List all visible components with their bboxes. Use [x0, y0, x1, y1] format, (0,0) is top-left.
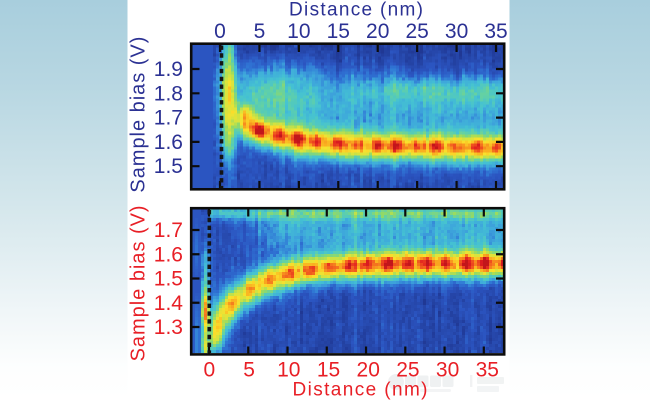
- svg-text:0: 0: [204, 358, 216, 381]
- svg-text:1.4: 1.4: [154, 292, 184, 315]
- svg-text:1.6: 1.6: [154, 243, 183, 266]
- svg-text:1.6: 1.6: [154, 131, 183, 154]
- svg-text:1.3: 1.3: [154, 316, 183, 339]
- svg-text:35: 35: [476, 358, 499, 381]
- svg-text:10: 10: [287, 20, 310, 43]
- svg-text:1.8: 1.8: [154, 82, 183, 105]
- svg-text:30: 30: [445, 20, 468, 43]
- svg-text:20: 20: [357, 358, 380, 381]
- svg-text:5: 5: [254, 20, 266, 43]
- svg-text:35: 35: [484, 20, 507, 43]
- svg-text:1.7: 1.7: [154, 219, 183, 242]
- svg-text:1.9: 1.9: [154, 58, 183, 81]
- svg-text:1.5: 1.5: [154, 268, 183, 291]
- svg-text:15: 15: [317, 358, 340, 381]
- svg-text:25: 25: [396, 358, 419, 381]
- svg-text:15: 15: [327, 20, 350, 43]
- svg-text:10: 10: [277, 358, 300, 381]
- svg-text:20: 20: [366, 20, 389, 43]
- svg-text:30: 30: [436, 358, 459, 381]
- svg-text:5: 5: [243, 358, 255, 381]
- svg-text:Sample bias (V): Sample bias (V): [127, 37, 149, 193]
- svg-text:Distance (nm): Distance (nm): [293, 379, 428, 400]
- svg-text:0: 0: [214, 20, 226, 43]
- svg-text:1.5: 1.5: [154, 155, 183, 178]
- svg-text:Distance (nm): Distance (nm): [289, 0, 423, 20]
- svg-text:Sample bias (V): Sample bias (V): [127, 205, 149, 361]
- svg-text:25: 25: [405, 20, 428, 43]
- svg-text:1.7: 1.7: [154, 107, 183, 130]
